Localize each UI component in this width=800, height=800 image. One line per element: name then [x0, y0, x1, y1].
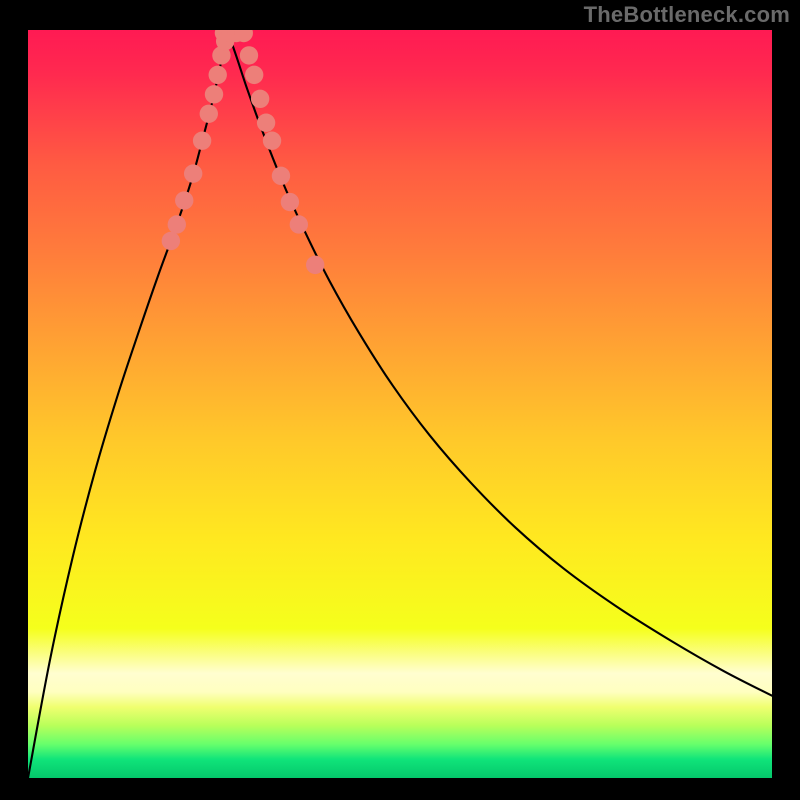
marker-dot [257, 114, 275, 132]
marker-dot [306, 256, 324, 274]
chart-stage: TheBottleneck.com [0, 0, 800, 800]
marker-dot [272, 167, 290, 185]
marker-dot [251, 90, 269, 108]
marker-dot [281, 193, 299, 211]
marker-dot [209, 66, 227, 84]
marker-dot [200, 105, 218, 123]
curve-right-branch [227, 31, 772, 696]
marker-dot [193, 132, 211, 150]
marker-dot [245, 66, 263, 84]
marker-dot [175, 191, 193, 209]
plot-area [28, 30, 772, 778]
marker-dot [240, 46, 258, 64]
marker-dot [162, 232, 180, 250]
bottleneck-curve [28, 30, 772, 778]
marker-dot [184, 164, 202, 182]
marker-dot [168, 215, 186, 233]
marker-dot [205, 85, 223, 103]
marker-dot [290, 215, 308, 233]
watermark-text: TheBottleneck.com [584, 2, 790, 28]
marker-dot [263, 132, 281, 150]
